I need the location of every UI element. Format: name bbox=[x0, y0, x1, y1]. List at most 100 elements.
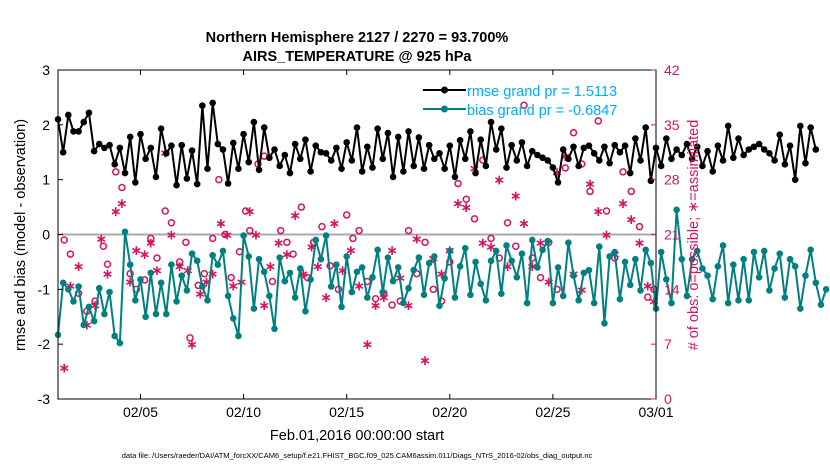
obs-assimilated-marker: ∗ bbox=[403, 298, 415, 314]
rmse-point bbox=[472, 169, 479, 177]
obs-assimilated-marker: ∗ bbox=[493, 173, 505, 189]
obs-assimilated-marker: ∗ bbox=[130, 243, 142, 259]
obs-assimilated-marker: ∗ bbox=[386, 243, 398, 259]
rmse-point bbox=[781, 161, 789, 168]
obs-assimilated-marker: ∗ bbox=[306, 239, 318, 255]
bias-point bbox=[204, 297, 211, 304]
rmse-point bbox=[812, 146, 820, 153]
bias-point bbox=[296, 265, 304, 272]
bias-point bbox=[410, 266, 418, 274]
bias-point bbox=[90, 317, 98, 325]
obs-assimilated-marker: ∗ bbox=[124, 275, 136, 291]
obs-assimilated-marker: ∗ bbox=[576, 282, 588, 298]
obs-assimilated-marker: ∗ bbox=[642, 278, 654, 294]
obs-possible-marker bbox=[470, 215, 479, 223]
rmse-point bbox=[797, 122, 804, 130]
obs-possible-marker bbox=[111, 168, 120, 176]
bias-point bbox=[539, 246, 546, 254]
bias-point bbox=[322, 232, 330, 239]
obs-assimilated-marker: ∗ bbox=[477, 235, 489, 251]
obs-possible-marker bbox=[147, 234, 155, 243]
bias-point bbox=[369, 273, 376, 281]
rmse-point bbox=[518, 139, 526, 146]
rmse-point bbox=[364, 143, 371, 151]
bias-point bbox=[482, 297, 490, 304]
rmse-point bbox=[193, 180, 201, 188]
rmse-point bbox=[642, 124, 649, 131]
rmse-point bbox=[724, 122, 732, 130]
obs-possible-marker bbox=[355, 226, 363, 235]
x-tick-label: 02/10 bbox=[226, 404, 261, 420]
rmse-point bbox=[410, 162, 418, 170]
bias-point bbox=[276, 254, 283, 261]
rmse-point bbox=[296, 155, 304, 163]
rmse-point bbox=[549, 164, 557, 171]
x-tick-label: 02/25 bbox=[535, 404, 570, 420]
bias-point bbox=[477, 280, 485, 288]
rmse-point bbox=[266, 154, 273, 162]
obs-possible-marker bbox=[342, 211, 351, 219]
bias-point bbox=[518, 250, 526, 257]
obs-possible-marker bbox=[404, 226, 413, 235]
rmse-point bbox=[75, 128, 82, 135]
right-y-tick-label: 21 bbox=[664, 227, 680, 243]
left-y-tick-label: 2 bbox=[42, 117, 50, 133]
rmse-point bbox=[585, 142, 593, 149]
rmse-point bbox=[807, 124, 814, 131]
bias-point bbox=[121, 228, 129, 236]
obs-possible-marker bbox=[246, 226, 254, 235]
bias-point bbox=[425, 259, 433, 267]
obs-possible-marker bbox=[635, 222, 644, 231]
bias-point bbox=[389, 277, 397, 285]
bias-point bbox=[358, 264, 366, 271]
obs-possible-marker bbox=[283, 238, 291, 247]
rmse-point bbox=[307, 168, 314, 175]
rmse-point bbox=[85, 109, 93, 117]
bias-point bbox=[384, 254, 392, 261]
rmse-point bbox=[699, 162, 706, 170]
obs-possible-marker bbox=[215, 175, 223, 184]
bias-point bbox=[235, 332, 242, 340]
obs-assimilated-marker: ∗ bbox=[139, 247, 151, 263]
bias-point bbox=[70, 298, 77, 305]
bias-point bbox=[116, 339, 124, 347]
bias-point bbox=[797, 305, 804, 312]
rmse-point bbox=[271, 146, 278, 153]
bias-point bbox=[513, 273, 521, 281]
rmse-point bbox=[178, 141, 186, 149]
rmse-point bbox=[456, 136, 464, 144]
obs-assimilated-marker: ∗ bbox=[617, 196, 629, 212]
obs-possible-marker bbox=[200, 269, 209, 278]
left-y-tick-label: 0 bbox=[42, 227, 50, 243]
obs-assimilated-marker: ∗ bbox=[559, 149, 571, 165]
rmse-point bbox=[229, 139, 237, 147]
bias-point bbox=[570, 272, 577, 279]
rmse-point bbox=[621, 142, 629, 149]
rmse-point bbox=[523, 162, 531, 170]
rmse-point bbox=[358, 168, 366, 175]
obs-assimilated-marker: ∗ bbox=[592, 204, 604, 220]
bias-point bbox=[492, 247, 500, 255]
obs-possible-marker bbox=[318, 222, 326, 231]
obs-possible-marker bbox=[503, 219, 512, 227]
rmse-point bbox=[425, 141, 433, 149]
bias-point bbox=[688, 255, 696, 263]
bias-point bbox=[451, 294, 459, 301]
bias-point bbox=[714, 263, 722, 270]
obs-assimilated-marker: ∗ bbox=[551, 165, 563, 181]
rmse-point bbox=[183, 175, 191, 182]
rmse-point bbox=[379, 155, 387, 163]
bias-point bbox=[80, 321, 88, 329]
rmse-point bbox=[730, 154, 737, 162]
obs-possible-marker bbox=[371, 294, 380, 303]
obs-possible-marker bbox=[175, 258, 184, 266]
rmse-point bbox=[735, 135, 742, 142]
obs-possible-marker bbox=[561, 164, 570, 172]
rmse-point bbox=[173, 181, 180, 189]
rmse-point bbox=[791, 176, 799, 183]
rmse-point bbox=[678, 151, 686, 159]
bias-point bbox=[142, 313, 149, 321]
rmse-point bbox=[137, 130, 144, 138]
obs-possible-marker bbox=[487, 234, 495, 243]
